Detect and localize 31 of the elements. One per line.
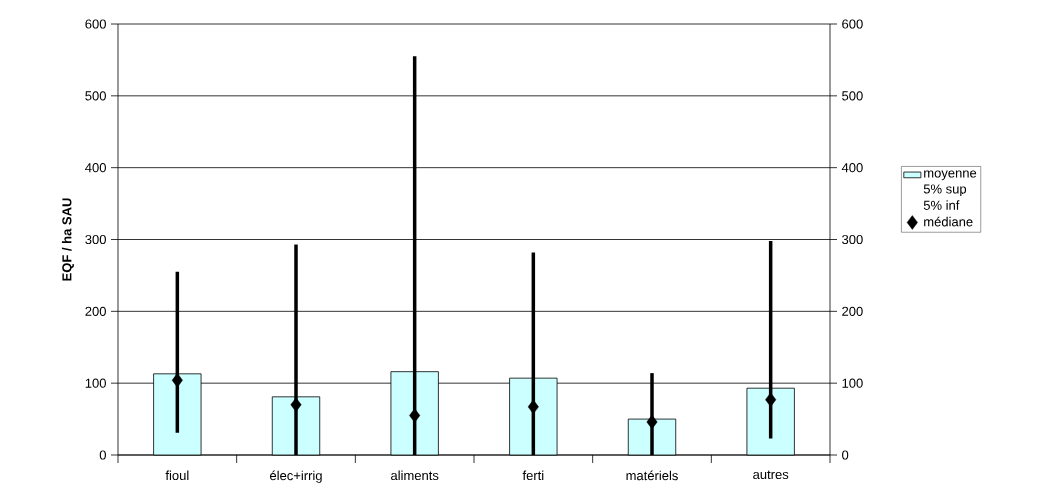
y2-tick-label: 100 bbox=[842, 378, 863, 388]
legend-label: moyenne bbox=[924, 170, 977, 181]
y-tick-label: 500 bbox=[85, 91, 106, 101]
point bbox=[527, 399, 539, 415]
y-tick-label: 300 bbox=[85, 234, 106, 245]
y-tick-label: 400 bbox=[85, 163, 106, 173]
legend-label: médiane bbox=[924, 216, 973, 227]
y-tick-label: 100 bbox=[85, 378, 106, 388]
y2-tick-label: 500 bbox=[842, 91, 863, 101]
x-tick-label: ferti bbox=[522, 470, 544, 481]
y2-tick-label: 0 bbox=[842, 450, 849, 460]
point bbox=[765, 392, 777, 407]
x-tick-label: aliments bbox=[391, 470, 439, 481]
point bbox=[646, 414, 658, 430]
x-tick-label: autres bbox=[753, 470, 789, 480]
y2-tick-label: 300 bbox=[842, 234, 863, 245]
point bbox=[290, 397, 302, 412]
point bbox=[171, 373, 183, 388]
y-tick-label: 200 bbox=[85, 306, 106, 316]
y-tick-label: 0 bbox=[99, 450, 106, 460]
text: 5% inf bbox=[923, 200, 960, 210]
y-axis-title: EQF / ha SAU bbox=[61, 198, 74, 281]
point bbox=[409, 408, 421, 423]
y-tick-label: 600 bbox=[85, 19, 106, 29]
y2-tick-label: 400 bbox=[841, 163, 863, 173]
x-tick-label: matériels bbox=[626, 470, 678, 481]
y2-tick-label: 200 bbox=[842, 306, 863, 316]
text: 5% sup bbox=[923, 184, 967, 197]
x-tick-label: fioul bbox=[165, 470, 189, 481]
y2-tick-label: 600 bbox=[842, 19, 863, 29]
x-tick-label: élec+irrig bbox=[270, 470, 322, 483]
